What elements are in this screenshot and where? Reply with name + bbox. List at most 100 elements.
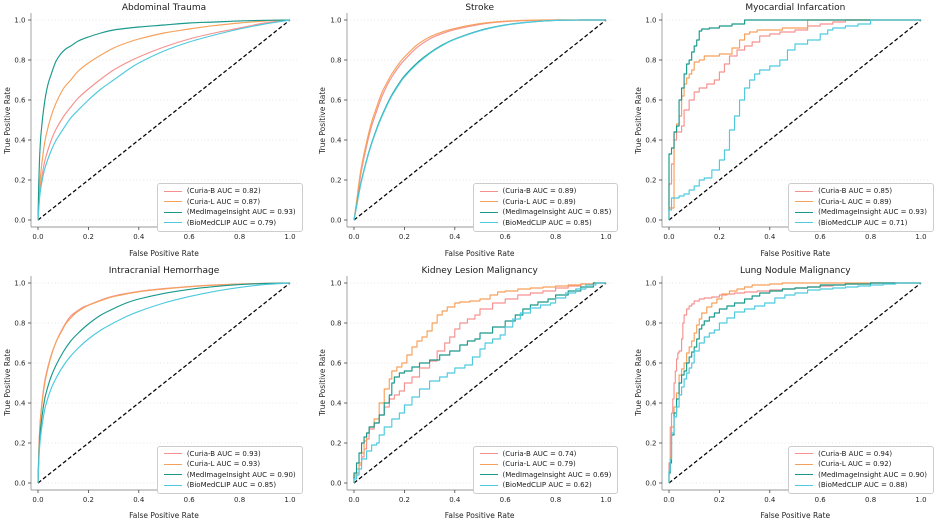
plot-title: Stroke [465,3,494,13]
legend-item: (Curia-L AUC = 0.93) [163,460,296,468]
x-axis-label: False Positive Rate [129,511,199,520]
legend-label: (Curia-B AUC = 0.94) [818,449,893,458]
x-tick-label: 0.4 [133,233,145,241]
y-axis-ticks: 0.0 0.2 0.4 0.6 0.8 1.0 [330,16,347,224]
y-tick-label: 1.0 [646,279,657,287]
legend-label: (MedImageInsight AUC = 0.90) [186,470,296,479]
x-tick-label: 0.8 [550,496,561,504]
x-tick-label: 0.8 [550,233,561,241]
legend-label: (BioMedCLIP AUC = 0.88) [818,481,908,489]
legend-item: (Curia-L AUC = 0.89) [795,198,927,206]
legend-label: (BioMedCLIP AUC = 0.85) [502,218,592,227]
y-tick-label: 0.2 [330,176,341,184]
legend-label: (Curia-L AUC = 0.89) [502,197,576,206]
legend-swatch [163,484,182,486]
x-tick-label: 1.0 [600,233,611,241]
legend: (Curia-B AUC = 0.82) (Curia-L AUC = 0.87)… [156,183,303,232]
x-tick-label: 0.8 [234,495,245,503]
y-tick-label: 0.6 [330,359,342,367]
legend-item: (Curia-L AUC = 0.92) [795,460,927,468]
roc-curve-medimageinsight [353,281,606,483]
x-tick-label: 0.2 [83,495,94,503]
roc-curve-biomedclip [37,19,291,221]
y-tick-label: 0.6 [646,359,657,367]
roc-curve-biomedclip [353,281,606,483]
y-tick-label: 1.0 [330,16,341,24]
x-tick-label: 0.6 [184,495,195,503]
legend-label: (BioMedCLIP AUC = 0.85) [186,481,277,489]
legend-swatch [163,190,182,192]
panel-kidney-lesion-malignancy: 0.0 0.2 0.4 0.6 0.8 1.0 0.0 0.2 0.4 0.6 0.8 1.0 Kid… [316,263,632,525]
legend-label: (Curia-B AUC = 0.89) [502,187,577,195]
legend-swatch [163,211,182,213]
legend-swatch [163,201,182,202]
roc-curve-curia-l [668,281,922,483]
legend-label: (Curia-L AUC = 0.93) [186,460,261,468]
legend-label: (MedImageInsight AUC = 0.93) [818,208,927,216]
legend-swatch [479,211,498,213]
x-tick-label: 0.0 [664,233,675,241]
legend-swatch [479,474,498,475]
x-axis-label: False Positive Rate [129,248,199,258]
y-tick-label: 0.4 [330,399,342,407]
y-tick-label: 0.6 [14,359,25,367]
y-tick-label: 0.0 [646,216,657,224]
y-tick-label: 0.0 [14,216,25,224]
y-tick-label: 0.8 [646,319,657,327]
legend-item: (Curia-B AUC = 0.82) [163,187,296,195]
x-tick-label: 0.2 [398,496,409,504]
diagonal-reference-line [668,282,922,483]
roc-curve-biomedclip [353,19,606,221]
roc-curve-medimageinsight [668,281,922,483]
x-tick-label: 0.4 [449,496,461,504]
legend: (Curia-B AUC = 0.89) (Curia-L AUC = 0.89)… [472,183,619,232]
roc-curve-biomedclip [668,19,922,220]
roc-curve-curia-b [353,281,606,483]
y-tick-label: 0.4 [330,136,342,144]
y-tick-label: 0.2 [330,439,341,447]
y-tick-label: 0.4 [646,136,658,144]
y-tick-label: 0.8 [646,56,657,64]
y-tick-label: 0.4 [14,399,26,407]
x-tick-label: 0.8 [865,233,876,241]
diagonal-reference-line [353,282,607,483]
diagonal-reference-line [37,282,291,483]
x-tick-label: 0.0 [32,495,43,503]
legend-item: (MedImageInsight AUC = 0.85) [479,208,611,216]
x-tick-label: 0.0 [32,233,43,241]
legend-label: (Curia-B AUC = 0.93) [186,449,261,458]
legend: (Curia-B AUC = 0.85) (Curia-L AUC = 0.89)… [788,183,934,232]
legend: (Curia-B AUC = 0.93) (Curia-L AUC = 0.93)… [156,445,303,494]
x-tick-label: 0.8 [234,233,245,241]
legend-item: (Curia-L AUC = 0.79) [479,460,612,468]
legend-swatch [163,474,182,475]
legend-swatch [163,222,182,223]
x-tick-label: 0.0 [348,233,359,241]
y-tick-label: 1.0 [14,279,25,287]
legend-label: (BioMedCLIP AUC = 0.79) [186,218,277,227]
legend-label: (BioMedCLIP AUC = 0.71) [818,218,908,227]
y-tick-label: 0.6 [330,96,342,104]
legend-label: (Curia-L AUC = 0.89) [818,197,892,206]
x-tick-label: 0.4 [765,495,777,503]
y-axis-ticks: 0.0 0.2 0.4 0.6 0.8 1.0 [646,16,663,224]
legend-item: (MedImageInsight AUC = 0.93) [795,208,927,216]
legend-swatch [479,463,498,465]
legend-swatch [795,222,814,223]
x-tick-label: 0.2 [714,495,725,503]
plot-title: Myocardial Infarcation [745,3,846,13]
y-axis-ticks: 0.0 0.2 0.4 0.6 0.8 1.0 [330,279,347,487]
y-tick-label: 0.0 [330,216,341,224]
roc-plot-svg: 0.0 0.2 0.4 0.6 0.8 1.0 0.0 0.2 0.4 0.6 0.8 1.0 [330,275,613,504]
plot-title: Lung Nodule Malignancy [740,265,851,276]
legend-label: (BioMedCLIP AUC = 0.62) [502,481,592,489]
x-tick-label: 0.0 [664,495,675,503]
panel-stroke: 0.0 0.2 0.4 0.6 0.8 1.0 0.0 0.2 0.4 0.6 0.8 1.0 Str… [316,0,632,263]
x-axis-label: False Positive Rate [444,511,515,520]
legend-item: (BioMedCLIP AUC = 0.85) [479,218,612,227]
panel-intracranial-hemorrhage: 0.0 0.2 0.4 0.6 0.8 1.0 0.0 0.2 0.4 0.6 0.8 1.0 Int… [0,263,316,525]
y-axis-ticks: 0.0 0.2 0.4 0.6 0.8 1.0 [646,279,663,487]
legend-label: (Curia-B AUC = 0.85) [818,187,893,195]
y-tick-label: 0.2 [646,439,657,447]
panel-abdominal-trauma: 0.0 0.2 0.4 0.6 0.8 1.0 0.0 0.2 0.4 0.6 0.8 1.0 Abd… [0,0,316,263]
